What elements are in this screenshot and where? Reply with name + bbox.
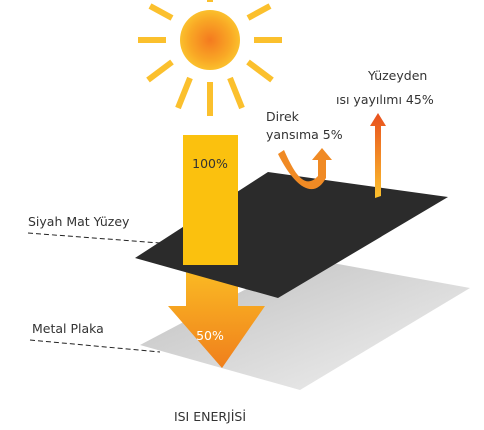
leader-line <box>29 339 161 353</box>
beam-label: 100% <box>192 156 228 171</box>
surface-label: Siyah Mat Yüzey <box>28 214 130 229</box>
reflection-label: yansıma 5% <box>266 127 343 142</box>
heat-arrow <box>168 262 265 368</box>
transfer-label: 50% <box>196 328 224 343</box>
caption: ISI ENERJİSİ <box>174 409 246 424</box>
black-surface <box>135 172 448 298</box>
sun-beam <box>183 135 238 265</box>
reflection-arrow <box>278 148 332 190</box>
emission-label: ısı yayılımı 45% <box>336 92 434 107</box>
leader-line <box>27 232 161 244</box>
emission-arrow <box>370 113 386 198</box>
emission-label: Yüzeyden <box>367 68 427 83</box>
plate-label: Metal Plaka <box>32 321 104 336</box>
sun <box>138 0 282 116</box>
reflection-label: Direk <box>266 109 300 124</box>
